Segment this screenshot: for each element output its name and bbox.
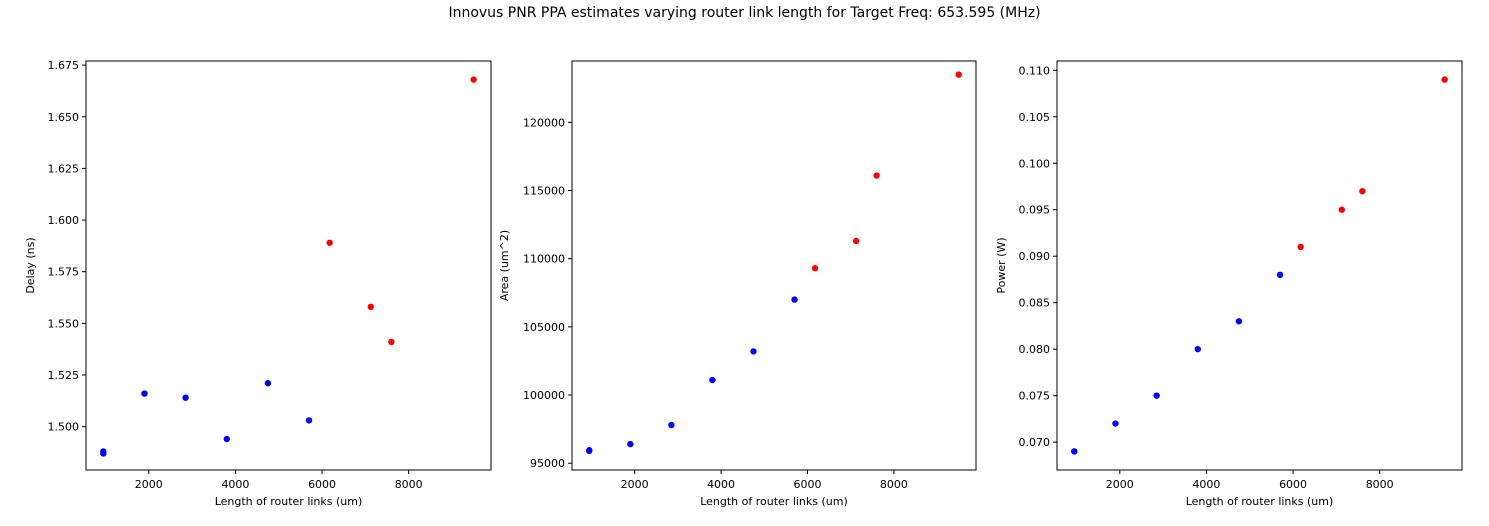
x-tick-label: 4000 [707,478,735,491]
data-point [1359,187,1366,195]
x-axis-label: Length of router links (um) [700,495,848,508]
data-point [182,394,189,401]
x-axis-label: Length of router links (um) [215,495,363,508]
x-tick-label: 8000 [395,478,423,491]
x-tick-label: 4000 [221,478,249,491]
y-axis-label: Delay (ns) [24,237,37,293]
data-point [326,239,333,246]
y-tick-label: 1.500 [48,421,80,434]
data-point [955,71,962,78]
data-point [750,348,757,355]
y-tick-label: 0.100 [1019,157,1051,170]
delay-scatter-plot: 2000 4000 6000 8000 1.500 1.525 1.550 1.575 1.60… [24,59,492,508]
y-tick-label: 120000 [523,116,565,129]
data-point [100,450,107,457]
x-tick-label: 6000 [793,478,821,491]
y-tick-label: 105000 [523,321,565,334]
y-tick-label: 0.080 [1019,343,1051,356]
y-tick-label: 0.070 [1019,436,1051,449]
y-tick-label: 0.090 [1019,250,1051,263]
data-point [388,338,395,346]
y-tick-label: 0.085 [1019,297,1051,310]
y-tick-label: 115000 [523,185,565,198]
data-point [1297,243,1304,251]
y-tick-label: 1.650 [48,111,80,124]
data-point [305,417,313,424]
y-axis-label: Power (W) [995,237,1008,293]
data-point [873,172,880,179]
y-tick-label: 0.105 [1019,111,1051,124]
y-tick-label: 1.525 [48,369,80,382]
data-point [367,303,374,311]
y-tick-label: 0.075 [1019,390,1051,403]
y-tick-label: 1.575 [48,266,80,279]
axes-frame [85,60,492,471]
y-axis-label: Area (um^2) [498,230,511,301]
data-point [264,380,272,387]
power-scatter-plot: 2000 4000 6000 8000 0.070 0.075 0.080 0.085 0.09… [995,60,1463,508]
y-tick-label: 1.600 [48,214,80,227]
y-tick-label: 1.675 [48,59,80,72]
data-point [1441,76,1448,83]
x-axis-label: Length of router links (um) [1186,495,1334,508]
data-point [141,390,148,397]
y-tick-label: 110000 [523,253,565,266]
area-scatter-plot: 2000 4000 6000 8000 95000 100000 105000 110000 1… [498,60,977,508]
data-point [1276,271,1284,278]
data-point [709,376,716,384]
x-tick-label: 2000 [621,478,649,491]
data-point [1235,318,1243,325]
x-tick-label: 4000 [1192,478,1220,491]
data-point [1338,206,1346,213]
figure-title: Innovus PNR PPA estimates varying router… [448,5,1041,21]
y-tick-label: 100000 [523,389,565,402]
data-point [1112,420,1119,427]
data-point [627,440,634,448]
axes-frame [1056,60,1463,471]
data-point [1153,392,1160,399]
data-point [668,421,675,429]
y-tick-label: 95000 [530,457,565,470]
data-point [811,265,819,272]
axes-frame [571,60,977,471]
y-tick-label: 0.110 [1019,64,1051,77]
data-point [852,237,860,245]
y-tick-label: 0.095 [1019,204,1051,217]
data-point [223,435,230,443]
data-point [791,296,798,303]
x-tick-label: 6000 [1279,478,1307,491]
data-point [1194,345,1201,353]
data-point [470,76,477,83]
x-tick-label: 8000 [880,478,908,491]
data-point [1071,448,1078,455]
y-tick-label: 1.550 [48,317,80,330]
y-tick-label: 1.625 [48,162,80,175]
data-point [586,447,593,455]
x-tick-label: 6000 [308,478,336,491]
x-tick-label: 8000 [1366,478,1394,491]
x-tick-label: 2000 [135,478,163,491]
x-tick-label: 2000 [1106,478,1134,491]
